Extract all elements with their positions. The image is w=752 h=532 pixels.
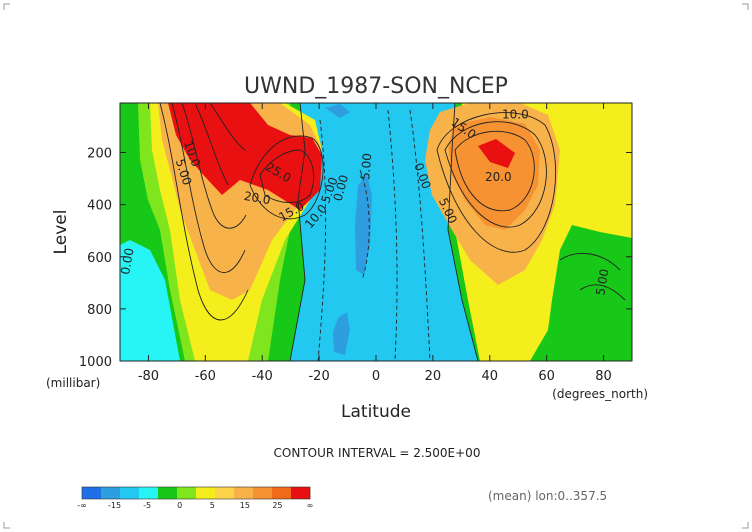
contour-line [444, 121, 547, 228]
colorbar-label: 25 [272, 501, 282, 510]
plot-area: 10.05.000.0025.020.015.010.05.000.005.00… [79, 102, 633, 384]
colorbar-swatch [272, 487, 292, 499]
contour-label: 10.0 [502, 108, 529, 122]
contour-line [559, 253, 621, 271]
x-tick-label: 80 [595, 369, 612, 384]
contour-line-negative [359, 169, 370, 281]
colorbar-swatch [196, 487, 216, 499]
x-tick-label: 20 [425, 369, 442, 384]
contour-line [171, 103, 246, 273]
contour-labels: 10.05.000.0025.020.015.010.05.000.005.00… [118, 108, 612, 297]
contour-line [194, 103, 229, 186]
wind-field-regions [120, 103, 632, 361]
colorbar-swatch [215, 487, 235, 499]
colorbar: -∞ -15 -5 0 5 15 25 ∞ [77, 486, 314, 510]
y-tick-label: 600 [87, 251, 112, 266]
colorbar-swatch [139, 487, 159, 499]
contour-line [259, 149, 314, 203]
y-axis-unit: (millibar) [46, 376, 100, 390]
x-tick-label: -40 [252, 369, 273, 384]
x-tick-label: 0 [372, 369, 380, 384]
contour-line [436, 112, 557, 253]
y-tick-label: 400 [87, 199, 112, 214]
region-easterly-strong-3 [325, 104, 350, 118]
region-nh-core [478, 139, 515, 168]
contour-label: 0.00 [331, 173, 351, 202]
contour-label: 5.00 [358, 153, 374, 181]
x-tick-label: 60 [538, 369, 555, 384]
x-axis: -80 -60 -40 -20 0 20 40 60 80 [138, 103, 612, 384]
contour-line [159, 103, 249, 321]
corner-marks [3, 3, 749, 529]
y-tick-label: 1000 [79, 355, 112, 370]
chart-title: UWND_1987-SON_NCEP [244, 74, 508, 99]
contour-line [579, 284, 626, 301]
contour-lines [159, 103, 626, 361]
contour-line [454, 130, 535, 212]
y-axis-title: Level [51, 210, 71, 255]
colorbar-swatch [82, 487, 102, 499]
x-tick-label: -20 [308, 369, 329, 384]
colorbar-swatch [158, 487, 178, 499]
contour-label: 20.0 [243, 189, 272, 207]
region-easterly-strong-2 [333, 312, 350, 355]
colorbar-label: -∞ [77, 501, 87, 510]
y-tick-label: 800 [87, 303, 112, 318]
contour-line [249, 135, 324, 220]
colorbar-label: ∞ [307, 501, 314, 510]
x-tick-label: -80 [138, 369, 159, 384]
contour-label: 0.00 [118, 247, 136, 276]
region-nh-westerly-15 [448, 117, 540, 230]
colorbar-label: 15 [240, 501, 250, 510]
contour-line-negative [317, 119, 327, 361]
contour-line-negative [387, 109, 398, 361]
colorbar-label: -5 [143, 501, 151, 510]
colorbar-swatch [234, 487, 254, 499]
colorbar-label: 0 [177, 501, 182, 510]
contour-label: 20.0 [485, 170, 512, 184]
x-axis-unit: (degrees_north) [552, 387, 648, 401]
x-tick-label: 40 [482, 369, 499, 384]
colorbar-swatch [291, 487, 311, 499]
colorbar-swatch [120, 487, 140, 499]
colorbar-swatch [253, 487, 273, 499]
contour-line [447, 103, 479, 361]
y-axis: 200 400 600 800 1000 [79, 147, 632, 370]
x-tick-label: -60 [195, 369, 216, 384]
colorbar-swatch [177, 487, 197, 499]
contour-line [181, 103, 247, 229]
y-tick-label: 200 [87, 147, 112, 162]
contour-line-negative [409, 109, 431, 361]
colorbar-swatch [101, 487, 121, 499]
x-axis-title: Latitude [341, 402, 411, 422]
contour-interval-note: CONTOUR INTERVAL = 2.500E+00 [274, 446, 481, 460]
colorbar-label: -15 [108, 501, 121, 510]
contour-line [209, 103, 246, 151]
colorbar-label: 5 [210, 501, 215, 510]
colorbar-frame [81, 486, 311, 500]
contour-line [289, 103, 306, 361]
contour-label: 5.00 [593, 268, 611, 297]
mean-longitude-note: (mean) lon:0..357.5 [488, 489, 607, 503]
